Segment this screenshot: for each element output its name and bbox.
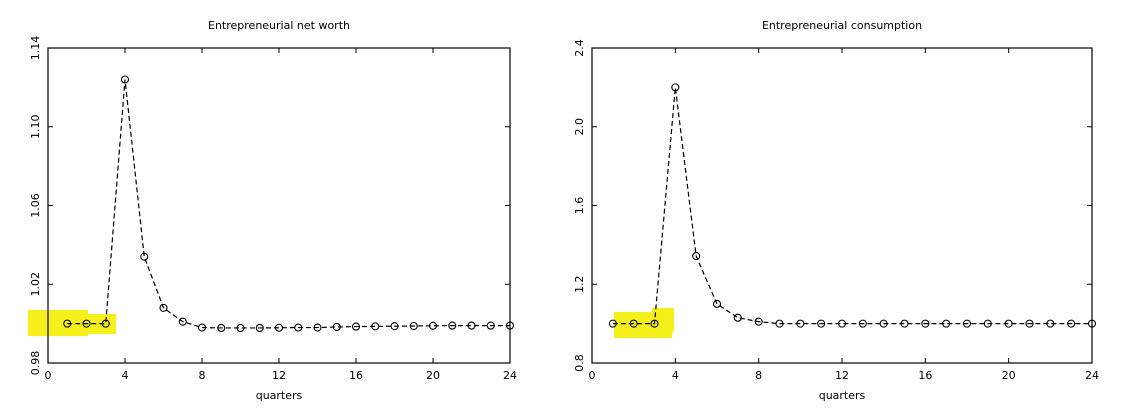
- marker: [692, 252, 701, 261]
- y-tick-label: 0.98: [29, 351, 42, 376]
- marker: [217, 323, 226, 333]
- marker: [1004, 319, 1013, 328]
- y-tick-label: 1.14: [29, 36, 42, 61]
- marker: [159, 303, 168, 312]
- marker: [505, 321, 515, 330]
- marker: [390, 322, 399, 331]
- marker: [467, 321, 476, 330]
- marker: [629, 319, 638, 328]
- y-tick-label: 1.6: [573, 197, 586, 215]
- y-tick-label: 1.2: [573, 276, 586, 294]
- chart-title: Entrepreneurial net worth: [208, 19, 350, 32]
- x-tick-label: 0: [589, 369, 596, 382]
- marker: [409, 321, 418, 331]
- plot-frame: [47, 47, 511, 364]
- marker: [351, 322, 361, 331]
- x-tick-label: 24: [1085, 369, 1099, 382]
- marker: [236, 323, 245, 333]
- marker: [900, 319, 909, 328]
- marker: [428, 321, 438, 330]
- x-tick-label: 20: [1002, 369, 1016, 382]
- marker: [754, 317, 763, 326]
- marker: [796, 319, 805, 328]
- marker: [82, 319, 91, 328]
- x-tick-label: 4: [672, 369, 679, 382]
- y-tick-label: 0.8: [573, 354, 586, 372]
- x-tick-label: 12: [272, 369, 286, 382]
- x-tick-label: 12: [835, 369, 849, 382]
- marker: [313, 323, 322, 332]
- marker: [140, 252, 149, 261]
- marker: [63, 319, 72, 328]
- marker: [608, 319, 617, 328]
- marker: [101, 319, 110, 328]
- y-tick-label: 2.4: [573, 39, 586, 57]
- marker: [837, 319, 847, 328]
- marker: [671, 83, 680, 92]
- marker: [712, 299, 722, 308]
- marker: [120, 75, 130, 84]
- marker: [1046, 319, 1055, 328]
- x-axis-label: quarters: [256, 389, 303, 402]
- marker: [1087, 319, 1097, 328]
- series-line: [67, 79, 510, 329]
- marker: [879, 319, 888, 328]
- marker: [733, 313, 742, 322]
- highlight: [28, 310, 88, 336]
- marker: [858, 319, 867, 328]
- x-tick-label: 16: [349, 369, 363, 382]
- marker: [983, 319, 992, 328]
- x-tick-label: 24: [503, 369, 517, 382]
- y-tick-label: 1.06: [29, 193, 42, 218]
- x-tick-label: 4: [122, 369, 129, 382]
- marker: [942, 319, 951, 328]
- y-tick-label: 2.0: [573, 118, 586, 136]
- marker: [448, 321, 457, 330]
- marker: [817, 319, 826, 328]
- marker: [178, 317, 187, 326]
- y-tick-label: 1.02: [29, 272, 42, 297]
- x-tick-label: 16: [918, 369, 932, 382]
- marker: [962, 319, 972, 328]
- marker: [775, 319, 784, 328]
- chart-title: Entrepreneurial consumption: [762, 19, 922, 32]
- x-tick-label: 0: [45, 369, 52, 382]
- marker: [1067, 319, 1076, 328]
- marker: [371, 322, 380, 331]
- marker: [255, 323, 264, 333]
- x-tick-label: 8: [199, 369, 206, 382]
- series-line: [612, 87, 1092, 325]
- marker: [486, 321, 495, 330]
- marker: [274, 323, 284, 332]
- y-tick-label: 1.10: [29, 115, 42, 140]
- x-tick-label: 20: [426, 369, 440, 382]
- marker: [294, 323, 303, 332]
- x-tick-label: 8: [755, 369, 762, 382]
- marker: [1025, 319, 1034, 328]
- marker: [650, 319, 659, 328]
- marker: [197, 323, 207, 332]
- marker: [921, 319, 930, 328]
- marker: [332, 322, 341, 332]
- x-axis-label: quarters: [819, 389, 866, 402]
